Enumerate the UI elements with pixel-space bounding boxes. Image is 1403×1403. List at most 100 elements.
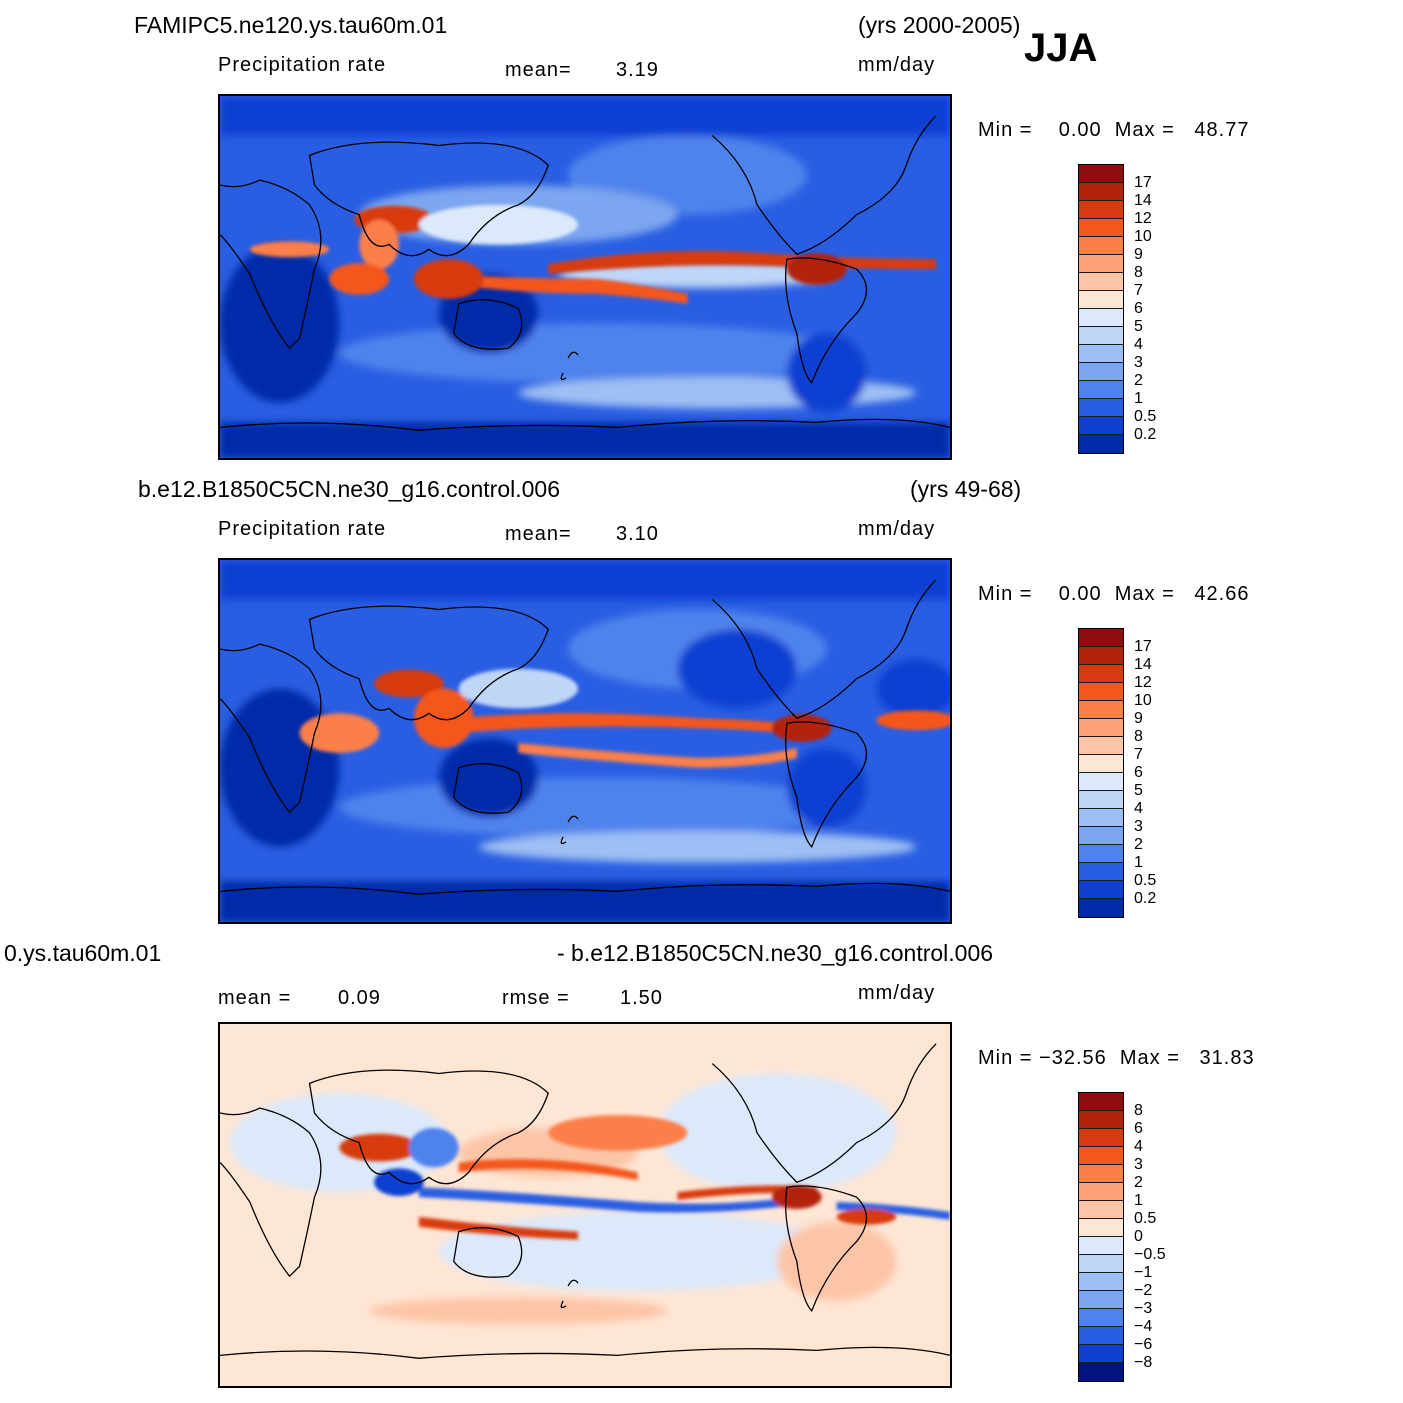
panel3-rmse-value: 1.50 <box>620 987 663 1009</box>
panel3-colorbar-tick: 0 <box>1134 1228 1143 1245</box>
panel3-colorbar-tick: 4 <box>1134 1138 1143 1155</box>
panel2-precip-map <box>218 558 952 924</box>
panel1-colorbar-tick: 7 <box>1134 282 1143 299</box>
panel3-colorbar-box <box>1079 1345 1123 1363</box>
panel3-colorbar-box <box>1079 1165 1123 1183</box>
panel1-colorbar-tick: 14 <box>1134 192 1152 209</box>
panel3-rmse-label: rmse = <box>502 987 570 1009</box>
panel3-colorbar-box <box>1079 1219 1123 1237</box>
panel2-colorbar-tick: 1 <box>1134 854 1143 871</box>
panel2-colorbar-box <box>1079 701 1123 719</box>
panel1-colorbar-box <box>1079 201 1123 219</box>
panel3-colorbar-tick: 1 <box>1134 1192 1143 1209</box>
panel1-colorbar-tick: 8 <box>1134 264 1143 281</box>
panel2-case-title: b.e12.B1850C5CN.ne30_g16.control.006 <box>138 476 560 502</box>
panel3-colorbar <box>1078 1092 1124 1382</box>
panel3-colorbar-tick: −4 <box>1134 1318 1153 1335</box>
panel3-colorbar-box <box>1079 1363 1123 1381</box>
panel2-colorbar-tick: 12 <box>1134 674 1152 691</box>
panel1-colorbar-box <box>1079 345 1123 363</box>
panel2-colorbar-tick: 9 <box>1134 710 1143 727</box>
panel3-colorbar-box <box>1079 1093 1123 1111</box>
panel3-difference-map <box>218 1022 952 1388</box>
panel1-colorbar-tick: 10 <box>1134 228 1152 245</box>
panel3-colorbar-box <box>1079 1291 1123 1309</box>
panel2-variable: Precipitation rate <box>218 518 387 540</box>
panel2-colorbar-tick: 8 <box>1134 728 1143 745</box>
panel1-colorbar-tick: 5 <box>1134 318 1143 335</box>
panel1-colorbar <box>1078 164 1124 454</box>
panel3-colorbar-tick: 3 <box>1134 1156 1143 1173</box>
panel3-colorbar-box <box>1079 1273 1123 1291</box>
panel3-mean-value: 0.09 <box>338 987 381 1009</box>
panel3-colorbar-tick: 0.5 <box>1134 1210 1157 1227</box>
panel3-colorbar-box <box>1079 1237 1123 1255</box>
panel1-colorbar-box <box>1079 309 1123 327</box>
panel1-colorbar-box <box>1079 291 1123 309</box>
panel2-colorbar-tick: 14 <box>1134 656 1152 673</box>
panel2-colorbar-box <box>1079 647 1123 665</box>
panel3-colorbar-tick: −8 <box>1134 1354 1153 1371</box>
panel1-colorbar-tick: 4 <box>1134 336 1143 353</box>
panel3-colorbar-tick: −1 <box>1134 1264 1153 1281</box>
panel3-minmax: Min = −32.56 Max = 31.83 <box>978 1047 1255 1069</box>
panel3-colorbar-tick: −6 <box>1134 1336 1153 1353</box>
panel2-colorbar-box <box>1079 827 1123 845</box>
panel1-colorbar-box <box>1079 327 1123 345</box>
panel3-colorbar-tick: −2 <box>1134 1282 1153 1299</box>
panel1-colorbar-box <box>1079 183 1123 201</box>
panel2-minmax: Min = 0.00 Max = 42.66 <box>978 583 1250 605</box>
panel2-colorbar-box <box>1079 791 1123 809</box>
panel1-variable: Precipitation rate <box>218 54 387 76</box>
panel3-units: mm/day <box>858 982 936 1004</box>
panel2-colorbar-tick: 17 <box>1134 638 1152 655</box>
panel1-colorbar-box <box>1079 237 1123 255</box>
panel2-colorbar-tick: 2 <box>1134 836 1143 853</box>
panel3-colorbar-tick: 6 <box>1134 1120 1143 1137</box>
panel2-colorbar-tick: 10 <box>1134 692 1152 709</box>
panel1-colorbar-box <box>1079 165 1123 183</box>
panel2-colorbar-tick: 0.5 <box>1134 872 1157 889</box>
panel2-colorbar-box <box>1079 773 1123 791</box>
panel1-colorbar-box <box>1079 255 1123 273</box>
panel1-colorbar-box <box>1079 381 1123 399</box>
panel1-units: mm/day <box>858 54 936 76</box>
panel3-colorbar-box <box>1079 1255 1123 1273</box>
panel1-years: (yrs 2000-2005) <box>858 12 1021 38</box>
panel2-colorbar-box <box>1079 683 1123 701</box>
panel1-colorbar-tick: 2 <box>1134 372 1143 389</box>
panel1-mean-value: 3.19 <box>616 59 659 81</box>
panel2-colorbar-tick: 7 <box>1134 746 1143 763</box>
panel2-colorbar-box <box>1079 719 1123 737</box>
panel2-colorbar-box <box>1079 755 1123 773</box>
panel2-colorbar-tick: 4 <box>1134 800 1143 817</box>
panel2-colorbar-tick: 6 <box>1134 764 1143 781</box>
panel3-colorbar-tick: 2 <box>1134 1174 1143 1191</box>
panel1-colorbar-tick: 9 <box>1134 246 1143 263</box>
panel3-colorbar-tick: 8 <box>1134 1102 1143 1119</box>
panel1-colorbar-box <box>1079 363 1123 381</box>
panel3-mean-label: mean = <box>218 987 292 1009</box>
panel2-colorbar-tick: 5 <box>1134 782 1143 799</box>
panel1-colorbar-tick: 3 <box>1134 354 1143 371</box>
panel2-colorbar-box <box>1079 737 1123 755</box>
panel2-colorbar-tick: 3 <box>1134 818 1143 835</box>
panel1-colorbar-box <box>1079 273 1123 291</box>
panel1-colorbar-tick: 0.5 <box>1134 408 1157 425</box>
panel3-colorbar-box <box>1079 1147 1123 1165</box>
panel2-colorbar-box <box>1079 881 1123 899</box>
panel1-colorbar-tick: 17 <box>1134 174 1152 191</box>
panel2-years: (yrs 49-68) <box>910 476 1022 502</box>
panel3-colorbar-box <box>1079 1111 1123 1129</box>
panel1-precip-map <box>218 94 952 460</box>
panel3-case-left: 0.ys.tau60m.01 <box>4 940 162 966</box>
panel2-colorbar-box <box>1079 809 1123 827</box>
panel2-colorbar-tick: 0.2 <box>1134 890 1157 907</box>
panel2-colorbar-box <box>1079 899 1123 917</box>
season-label: JJA <box>1024 26 1098 70</box>
panel3-case-right: - b.e12.B1850C5CN.ne30_g16.control.006 <box>557 940 994 966</box>
panel2-colorbar <box>1078 628 1124 918</box>
panel1-colorbar-tick: 12 <box>1134 210 1152 227</box>
panel1-colorbar-tick: 6 <box>1134 300 1143 317</box>
panel3-colorbar-box <box>1079 1129 1123 1147</box>
